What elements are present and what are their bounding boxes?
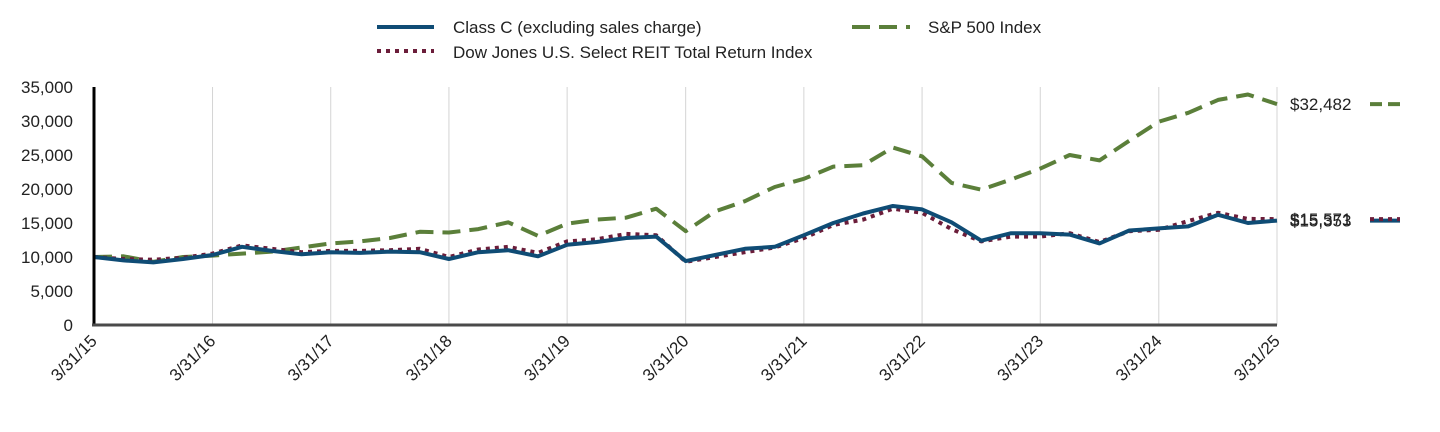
legend-label-reit: Dow Jones U.S. Select REIT Total Return … bbox=[453, 43, 813, 62]
x-tick-label: 3/31/21 bbox=[757, 331, 811, 385]
x-tick-label: 3/31/24 bbox=[1112, 331, 1166, 385]
legend-item-class-c: Class C (excluding sales charge) bbox=[377, 18, 702, 37]
legend: Class C (excluding sales charge) S&P 500… bbox=[377, 18, 1042, 62]
end-value-label-1: $32,482 bbox=[1290, 95, 1351, 114]
x-tick-label: 3/31/18 bbox=[402, 331, 456, 385]
x-tick-label: 3/31/20 bbox=[639, 331, 693, 385]
legend-item-sp500: S&P 500 Index bbox=[852, 18, 1042, 37]
y-axis-tick-labels: 0 5,000 10,000 15,000 20,000 25,000 30,000 35,0… bbox=[21, 78, 73, 335]
end-value-labels: $15,353 $32,482 $15,571 bbox=[1290, 95, 1400, 231]
y-tick-label: 35,000 bbox=[21, 78, 73, 97]
gridlines bbox=[212, 87, 1278, 325]
series-lines bbox=[93, 92, 1278, 265]
end-value-label-2: $15,571 bbox=[1290, 210, 1351, 229]
y-tick-label: 20,000 bbox=[21, 180, 73, 199]
y-tick-label: 0 bbox=[64, 316, 73, 335]
x-tick-label: 3/31/22 bbox=[875, 331, 929, 385]
legend-item-reit: Dow Jones U.S. Select REIT Total Return … bbox=[377, 43, 813, 62]
y-tick-label: 5,000 bbox=[30, 282, 73, 301]
legend-label-sp500: S&P 500 Index bbox=[928, 18, 1042, 37]
x-tick-label: 3/31/19 bbox=[520, 331, 574, 385]
x-tick-label: 3/31/15 bbox=[47, 331, 101, 385]
x-tick-label: 3/31/25 bbox=[1230, 331, 1284, 385]
x-tick-label: 3/31/17 bbox=[284, 331, 338, 385]
y-tick-label: 30,000 bbox=[21, 112, 73, 131]
series-line-1 bbox=[93, 92, 1278, 264]
legend-label-class-c: Class C (excluding sales charge) bbox=[453, 18, 702, 37]
axes bbox=[92, 87, 1277, 327]
x-axis-tick-labels: 3/31/15 3/31/16 3/31/17 3/31/18 3/31/19 3/31/… bbox=[47, 331, 1284, 385]
y-tick-label: 15,000 bbox=[21, 214, 73, 233]
x-tick-label: 3/31/16 bbox=[166, 331, 220, 385]
y-tick-label: 25,000 bbox=[21, 146, 73, 165]
x-tick-label: 3/31/23 bbox=[994, 331, 1048, 385]
series-line-0 bbox=[93, 204, 1278, 265]
end-value-label-0: $15,353 bbox=[1290, 212, 1351, 231]
y-tick-label: 10,000 bbox=[21, 248, 73, 267]
